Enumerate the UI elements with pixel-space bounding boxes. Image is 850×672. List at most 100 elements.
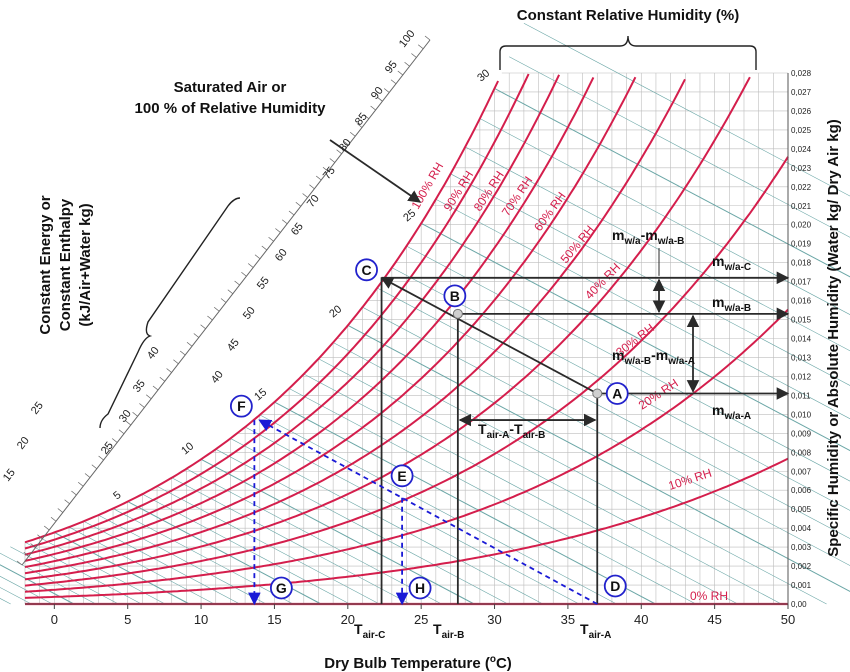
wet-bulb-label: 5: [111, 489, 123, 502]
enthalpy-label: 40: [145, 345, 162, 362]
saturated-label-line1: Saturated Air or: [174, 79, 287, 96]
y-tick-label: 0,021: [791, 202, 812, 211]
label-mwa-a: mw/a-A: [712, 402, 751, 422]
label-diff-t: Tair-A-Tair-B: [478, 421, 545, 441]
dashed-d-to-f: [258, 419, 598, 605]
rh-curve: [24, 156, 789, 587]
wet-bulb-line: [479, 118, 850, 315]
enthalpy-tick: [71, 490, 77, 496]
rh-curve: [24, 457, 789, 599]
enthalpy-label: 45: [225, 337, 242, 354]
enthalpy-tick: [227, 289, 234, 295]
point-a-dot: [592, 388, 603, 399]
enthalpy-tick: [213, 306, 220, 312]
y-tick-label: 0,007: [791, 467, 812, 476]
point-g-badge: [269, 576, 293, 600]
enthalpy-tick: [30, 543, 36, 548]
enthalpy-tick: [329, 158, 336, 163]
point-b-badge: [443, 284, 467, 308]
wet-bulb-line: [259, 414, 617, 605]
y-tick-label: 0,026: [791, 107, 812, 116]
x-tick-label: 40: [634, 612, 648, 627]
y-tick-labels: 0,00 0,001 0,002 0,003 0,004 0,005 0,006 0,007 0…: [791, 69, 812, 609]
y-tick-label: 0,018: [791, 259, 812, 268]
point-b-dot: [452, 308, 463, 319]
x-tick-label: 30: [487, 612, 501, 627]
x-axis-label: Dry Bulb Temperature (oC): [324, 654, 512, 672]
point-h-label: H: [415, 580, 425, 596]
point-c-label: C: [361, 262, 371, 278]
enthalpy-tick: [281, 219, 288, 225]
rh-label: 10% RH: [667, 466, 714, 493]
wet-bulb-line: [200, 458, 475, 605]
enthalpy-label: 75: [321, 165, 338, 182]
enthalpy-tick: [152, 385, 159, 391]
label-mwa-b: mw/a-B: [712, 294, 751, 314]
y-tick-label: 0,006: [791, 486, 812, 495]
x-tick-label: 15: [267, 612, 281, 627]
enthalpy-tick: [179, 350, 186, 356]
saturated-arrow: [329, 139, 422, 203]
annotations: [99, 35, 757, 429]
x-tick-label: 50: [781, 612, 795, 627]
saturated-label-line2: 100 % of Relative Humidity: [135, 100, 327, 117]
point-b-label: B: [450, 288, 460, 304]
enthalpy-tick: [125, 420, 132, 426]
chart-title: Constant Relative Humidity (%): [517, 7, 740, 24]
enthalpy-label: 70: [305, 193, 322, 210]
rh-label: 100% RH: [408, 160, 446, 211]
point-f-label: F: [237, 398, 246, 414]
point-e-label: E: [397, 468, 406, 484]
wet-bulb-line: [391, 267, 850, 511]
enthalpy-title: Constant Energy or Constant Enthalpy (kJ…: [37, 195, 94, 334]
enthalpy-tick: [309, 184, 315, 190]
enthalpy-tick: [383, 88, 390, 93]
enthalpy-tick: [16, 560, 23, 566]
y-tick-label: 0,004: [791, 524, 812, 533]
enthalpy-label: 30: [117, 408, 134, 425]
y-tick-label: 0,002: [791, 562, 812, 571]
enthalpy-label: 65: [289, 221, 306, 238]
wet-bulb-line: [0, 587, 32, 605]
y-tick-label: 0,022: [791, 183, 812, 192]
mixing-line: [380, 277, 598, 395]
wet-bulb-line: [362, 306, 850, 566]
rh-curve: [24, 76, 751, 581]
enthalpy-tick: [84, 473, 91, 478]
grid-lines: [24, 72, 789, 604]
process-lines: [248, 139, 790, 606]
enthalpy-tick: [77, 481, 84, 487]
enthalpy-label-line3: (kJ/Air+Water kg): [77, 203, 94, 326]
y-tick-label: 0,025: [791, 126, 812, 135]
enthalpy-label: 55: [255, 275, 272, 292]
y-tick-label: 0,003: [791, 543, 812, 552]
y-tick-label: 0,016: [791, 297, 812, 306]
enthalpy-tick: [132, 411, 138, 417]
rh-label: 50% RH: [558, 223, 597, 266]
enthalpy-tick: [118, 429, 125, 435]
enthalpy-tick: [166, 368, 172, 373]
enthalpy-label: 25: [99, 440, 116, 457]
enthalpy-tick: [98, 455, 104, 461]
point-g-label: G: [276, 580, 287, 596]
y-tick-label: 0,017: [791, 278, 812, 287]
y-tick-label: 0,001: [791, 581, 812, 590]
enthalpy-label: 40: [209, 369, 226, 386]
enthalpy-label: 15: [1, 467, 18, 484]
rh-curve: [24, 76, 637, 568]
wet-bulb-label: 20: [327, 303, 344, 320]
x-tick-label: 45: [707, 612, 721, 627]
y-tick-label: 0,009: [791, 429, 812, 438]
rh-curve: [24, 308, 789, 593]
wet-bulb-line: [377, 287, 850, 539]
enthalpy-tick: [417, 44, 424, 50]
wet-bulb-line: [406, 245, 850, 482]
wet-bulb-line: [435, 198, 850, 420]
wet-bulb-line: [494, 88, 850, 278]
enthalpy-tick: [193, 333, 200, 338]
enthalpy-tick: [57, 508, 64, 513]
point-e-badge: [390, 464, 414, 488]
enthalpy-label: 60: [273, 247, 290, 264]
enthalpy-label: 85: [353, 111, 370, 128]
